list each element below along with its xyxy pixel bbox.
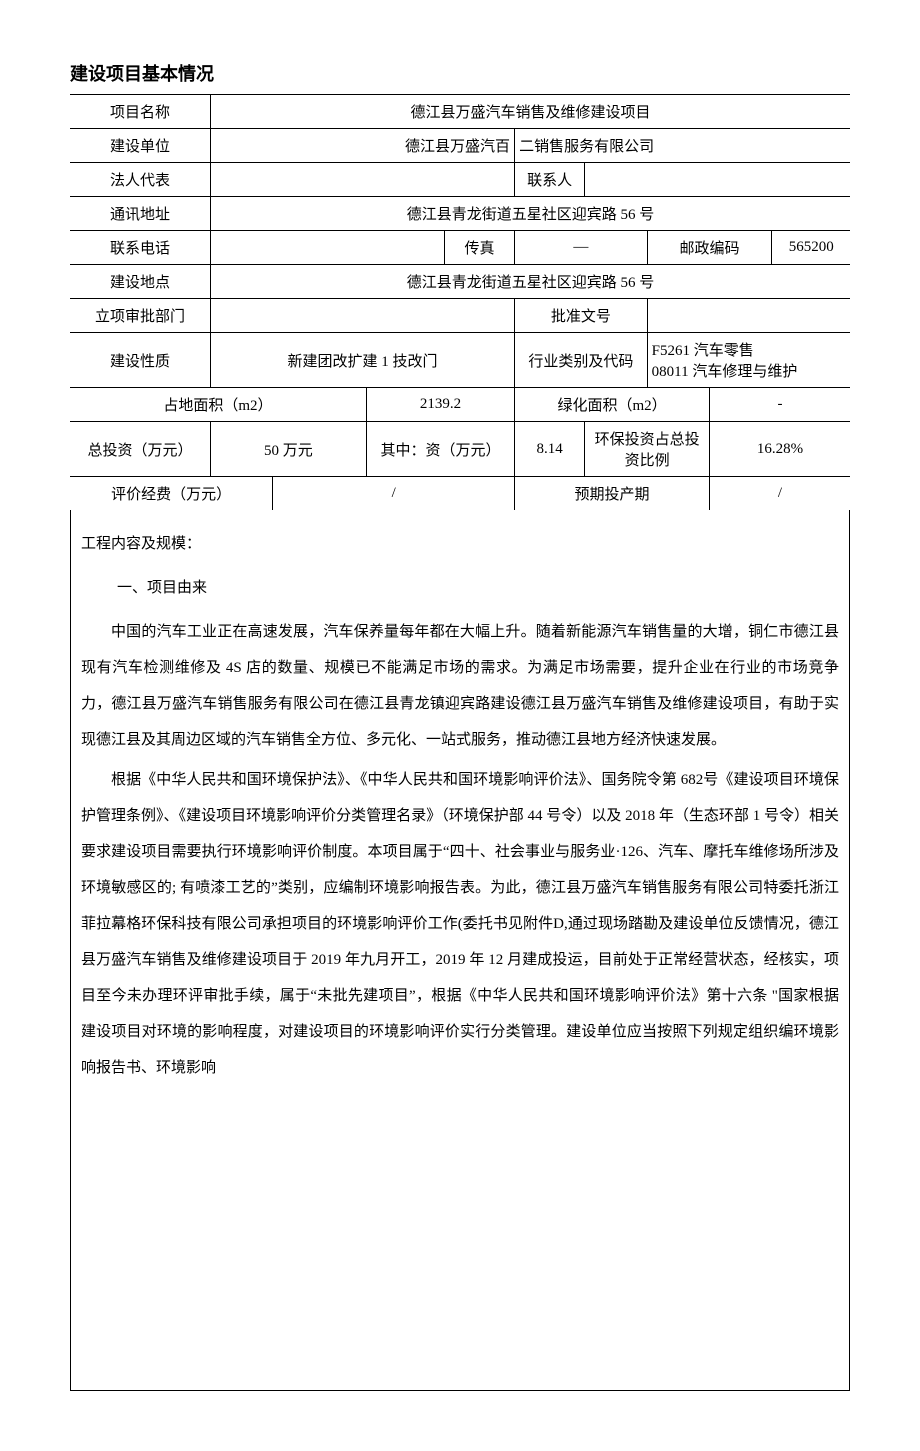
industry-line1: F5261 汽车零售 (652, 343, 754, 359)
lbl-builder: 建设单位 (70, 129, 210, 163)
lbl-industry: 行业类别及代码 (515, 333, 648, 388)
val-fax: — (515, 231, 648, 265)
industry-line2: 08011 汽车修理与维护 (652, 364, 798, 380)
val-site: 德江县青龙街道五星社区迎宾路 56 号 (210, 265, 850, 299)
paragraph-1: 中国的汽车工业正在高速发展，汽车保养量每年都在大幅上升。随着新能源汽车销售量的大… (81, 614, 839, 758)
lbl-expect-period: 预期投产期 (515, 477, 710, 511)
val-total-invest: 50 万元 (210, 422, 366, 477)
val-land-area: 2139.2 (366, 388, 514, 422)
lbl-env-ratio: 环保投资占总投资比例 (585, 422, 710, 477)
val-approval-no (647, 299, 850, 333)
section1-heading: 一、项目由来 (117, 570, 839, 606)
lbl-approval-no: 批准文号 (515, 299, 648, 333)
lbl-site: 建设地点 (70, 265, 210, 299)
val-env-ratio: 16.28% (710, 422, 850, 477)
val-green-area: - (710, 388, 850, 422)
lbl-legal-rep: 法人代表 (70, 163, 210, 197)
content-subtitle: 工程内容及规模： (81, 526, 839, 562)
val-expect-period: / (710, 477, 850, 511)
page-title: 建设项目基本情况 (70, 60, 850, 86)
lbl-of-which: 其中：资（万元） (366, 422, 514, 477)
lbl-total-invest: 总投资（万元） (70, 422, 210, 477)
val-legal-rep (210, 163, 514, 197)
content-box: 工程内容及规模： 一、项目由来 中国的汽车工业正在高速发展，汽车保养量每年都在大… (70, 510, 850, 1391)
val-eval-fee: / (273, 477, 515, 511)
lbl-green-area: 绿化面积（m2） (515, 388, 710, 422)
lbl-fax: 传真 (444, 231, 514, 265)
lbl-address: 通讯地址 (70, 197, 210, 231)
val-of-which: 8.14 (515, 422, 585, 477)
lbl-proj-name: 项目名称 (70, 95, 210, 129)
val-nature: 新建团改扩建 1 技改门 (210, 333, 514, 388)
val-phone (210, 231, 444, 265)
lbl-nature: 建设性质 (70, 333, 210, 388)
lbl-postcode: 邮政编码 (647, 231, 772, 265)
lbl-eval-fee: 评价经费（万元） (70, 477, 273, 511)
info-table: 项目名称 德江县万盛汽车销售及维修建设项目 建设单位 德江县万盛汽百 二销售服务… (70, 94, 850, 510)
paragraph-2: 根据《中华人民共和国环境保护法》、《中华人民共和国环境影响评价法》、国务院令第 … (81, 762, 839, 1086)
lbl-phone: 联系电话 (70, 231, 210, 265)
val-contact (585, 163, 850, 197)
val-builder-l: 德江县万盛汽百 (210, 129, 514, 163)
val-industry: F5261 汽车零售 08011 汽车修理与维护 (647, 333, 850, 388)
val-approval-dept (210, 299, 514, 333)
val-builder-r: 二销售服务有限公司 (515, 129, 850, 163)
lbl-land-area: 占地面积（m2） (70, 388, 366, 422)
val-address: 德江县青龙街道五星社区迎宾路 56 号 (210, 197, 850, 231)
lbl-contact: 联系人 (515, 163, 585, 197)
lbl-approval-dept: 立项审批部门 (70, 299, 210, 333)
val-postcode: 565200 (772, 231, 850, 265)
val-proj-name: 德江县万盛汽车销售及维修建设项目 (210, 95, 850, 129)
